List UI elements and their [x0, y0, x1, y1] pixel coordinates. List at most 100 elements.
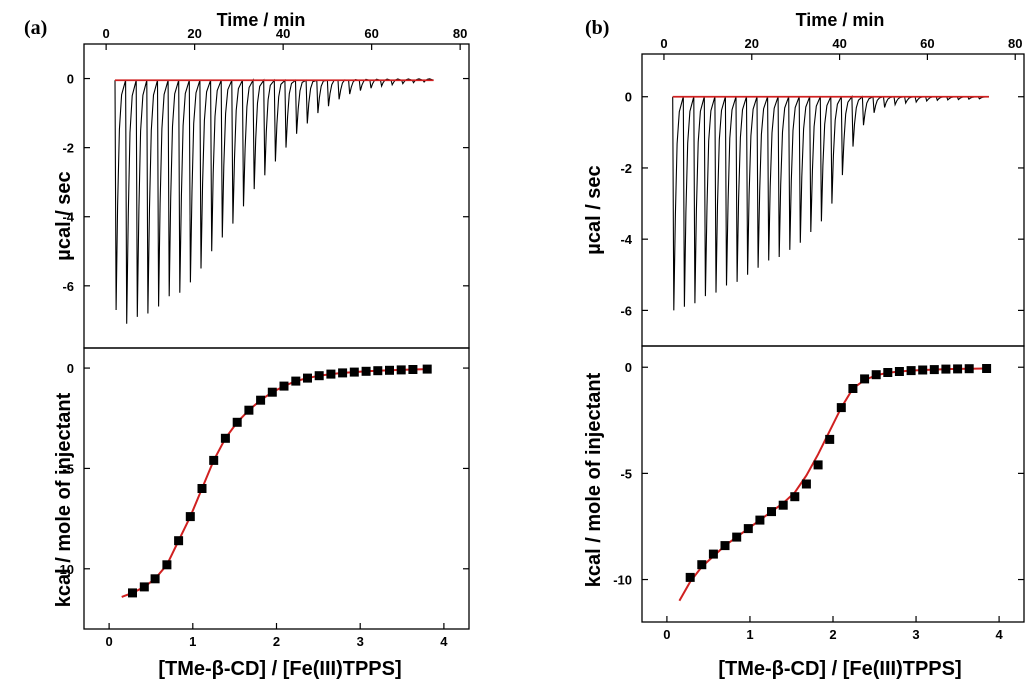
- panel-b-integrated-plot: 0 1 2 3 4 0 -5 -10: [613, 345, 1025, 642]
- a-data-point: [232, 417, 242, 427]
- b-raw-xtick-label: 60: [920, 36, 934, 51]
- b-raw-ytick-label: -4: [620, 232, 632, 247]
- b-int-ytick-label: 0: [625, 360, 632, 375]
- panel-a-top-xlabel: Time / min: [217, 10, 306, 30]
- b-data-point: [953, 364, 963, 374]
- a-raw-xtick-label: 20: [187, 26, 201, 41]
- a-data-point: [197, 484, 207, 493]
- b-raw-ytick-label: -2: [620, 161, 632, 176]
- b-data-point: [929, 365, 939, 375]
- a-data-point: [220, 433, 230, 443]
- a-data-point: [303, 373, 312, 383]
- b-data-point: [836, 403, 846, 413]
- b-int-xtick-label: 0: [663, 627, 670, 642]
- a-data-point: [373, 366, 383, 376]
- panel-a-label: (a): [24, 17, 47, 39]
- b-data-point: [906, 366, 916, 376]
- a-data-point: [408, 365, 418, 374]
- b-data-point: [825, 434, 835, 444]
- a-data-point: [174, 536, 184, 546]
- a-raw-ytick-label: -2: [62, 141, 74, 156]
- a-data-point: [361, 366, 371, 376]
- a-data-point: [279, 381, 289, 391]
- b-data-point: [918, 365, 928, 375]
- b-raw-ytick-label: -6: [620, 303, 632, 318]
- a-data-point: [267, 387, 277, 397]
- b-data-point: [708, 549, 718, 559]
- b-fit-curve: [678, 367, 987, 602]
- b-data-point: [732, 532, 742, 542]
- b-data-point: [883, 368, 893, 377]
- b-raw-xtick-label: 80: [1008, 36, 1022, 51]
- a-data-point: [291, 376, 301, 386]
- b-raw-frame: [641, 53, 1025, 347]
- panel-a-int-ylabel: kcal / mole of injectant: [53, 392, 75, 607]
- panel-b-raw-ylabel: µcal / sec: [583, 165, 605, 254]
- b-raw-xtick-label: 0: [660, 36, 667, 51]
- b-data-point: [941, 364, 951, 374]
- a-raw-ytick-label: -6: [62, 279, 74, 294]
- a-int-ytick-label: -5: [62, 461, 74, 476]
- panel-a-raw-plot: 0 20 40 60 80 0 -2 -4 -6: [62, 26, 470, 349]
- b-raw-ytick-label: 0: [625, 90, 632, 105]
- panel-b-bottom-xlabel: [TMe-β-CD] / [Fe(III)TPPS]: [718, 658, 961, 680]
- panel-a-raw-ylabel: µcal / sec: [53, 171, 75, 260]
- a-data-point: [385, 365, 394, 375]
- a-data-point: [338, 368, 348, 378]
- a-data-point: [326, 369, 336, 379]
- b-data-point: [697, 560, 707, 570]
- b-data-point: [801, 479, 811, 489]
- b-data-point: [848, 384, 858, 393]
- b-data-point: [871, 370, 881, 380]
- a-data-point: [244, 405, 254, 415]
- a-raw-trace: [114, 78, 434, 324]
- panel-a: (a) Time / min µcal / sec kcal / mole of…: [24, 10, 470, 680]
- a-int-xtick-label: 0: [105, 634, 112, 649]
- b-int-ytick-label: -5: [620, 466, 632, 481]
- panel-b-label: (b): [585, 17, 609, 39]
- b-int-xtick-label: 3: [912, 627, 919, 642]
- b-int-xtick-label: 2: [829, 627, 836, 642]
- b-data-point: [685, 572, 695, 582]
- a-raw-xtick-label: 60: [364, 26, 378, 41]
- b-data-point: [894, 367, 904, 376]
- b-data-point: [720, 541, 730, 551]
- a-int-ytick-label: -10: [55, 562, 74, 577]
- a-data-point: [150, 574, 160, 584]
- a-raw-xtick-label: 40: [276, 26, 290, 41]
- a-data-point: [349, 367, 359, 377]
- a-data-point: [162, 560, 172, 570]
- b-data-point: [778, 500, 788, 510]
- b-data-point: [755, 515, 765, 525]
- b-int-ytick-label: -10: [613, 573, 632, 588]
- panel-a-integrated-plot: 0 1 2 3 4 0 -5 -10: [55, 347, 470, 649]
- a-data-point: [209, 455, 219, 465]
- b-data-point: [767, 507, 776, 517]
- a-data-point: [256, 395, 266, 405]
- a-int-xtick-label: 4: [440, 634, 448, 649]
- a-raw-ytick-label: -4: [62, 210, 74, 225]
- b-int-xtick-label: 4: [995, 627, 1003, 642]
- b-raw-xtick-label: 20: [745, 36, 759, 51]
- a-data-point: [139, 582, 149, 592]
- b-data-point: [982, 364, 992, 373]
- b-int-frame: [641, 345, 1025, 623]
- panel-b-raw-plot: 0 20 40 60 80 0 -2 -4 -6: [620, 36, 1025, 347]
- panel-a-bottom-xlabel: [TMe-β-CD] / [Fe(III)TPPS]: [158, 658, 401, 680]
- b-raw-trace: [672, 95, 989, 311]
- a-raw-xtick-label: 80: [453, 26, 467, 41]
- b-data-point: [964, 364, 974, 374]
- b-data-point: [860, 374, 870, 384]
- b-data-point: [790, 492, 800, 502]
- a-raw-frame: [83, 43, 470, 349]
- a-raw-xtick-label: 0: [103, 26, 110, 41]
- b-data-point: [813, 460, 823, 470]
- a-data-point: [396, 365, 406, 375]
- a-data-point: [314, 371, 324, 381]
- panel-b-int-ylabel: kcal / mole of injectant: [583, 372, 605, 587]
- a-int-xtick-label: 3: [357, 634, 364, 649]
- a-data-point: [128, 588, 137, 598]
- a-data-point: [185, 512, 195, 522]
- panel-b-top-xlabel: Time / min: [796, 10, 885, 30]
